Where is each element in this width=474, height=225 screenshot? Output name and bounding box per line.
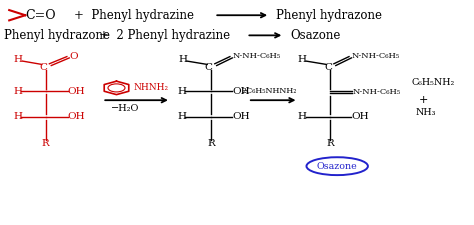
- Text: Osazone: Osazone: [291, 29, 341, 42]
- Text: N-NH-C₆H₅: N-NH-C₆H₅: [352, 88, 401, 96]
- Text: +  Phenyl hydrazine: + Phenyl hydrazine: [74, 9, 194, 22]
- Text: H: H: [298, 112, 307, 122]
- Text: R: R: [42, 139, 50, 148]
- Text: OH: OH: [232, 112, 250, 122]
- Text: H: H: [14, 55, 23, 64]
- Text: N-NH-C₆H₅: N-NH-C₆H₅: [232, 52, 281, 60]
- Text: C: C: [39, 63, 47, 72]
- Text: NH₃: NH₃: [416, 108, 436, 117]
- Text: C₆H₅NH₂: C₆H₅NH₂: [412, 78, 455, 87]
- Text: NHNH₂: NHNH₂: [133, 83, 168, 92]
- Text: H: H: [178, 87, 187, 96]
- Text: +  2 Phenyl hydrazine: + 2 Phenyl hydrazine: [99, 29, 230, 42]
- Text: H: H: [13, 87, 22, 96]
- Text: −H₂O: −H₂O: [111, 104, 139, 113]
- Text: N-NH-C₆H₅: N-NH-C₆H₅: [351, 52, 400, 60]
- Text: R: R: [326, 139, 334, 148]
- Text: OH: OH: [232, 87, 250, 96]
- Text: +: +: [419, 95, 428, 105]
- Text: C: C: [205, 63, 213, 72]
- Text: Phenyl hydrazone: Phenyl hydrazone: [4, 29, 110, 42]
- Text: Phenyl hydrazone: Phenyl hydrazone: [276, 9, 382, 22]
- Text: 2C₆H₅NHNH₂: 2C₆H₅NHNH₂: [241, 87, 297, 94]
- Text: OH: OH: [68, 112, 85, 122]
- Text: O: O: [69, 52, 78, 61]
- Text: H: H: [178, 112, 187, 122]
- Text: Osazone: Osazone: [317, 162, 357, 171]
- Text: C: C: [324, 63, 332, 72]
- Text: OH: OH: [68, 87, 85, 96]
- Text: H: H: [298, 55, 307, 64]
- Text: R: R: [207, 139, 215, 148]
- Text: H: H: [179, 55, 188, 64]
- Text: C=O: C=O: [26, 9, 56, 22]
- Text: H: H: [13, 112, 22, 122]
- Text: OH: OH: [351, 112, 369, 122]
